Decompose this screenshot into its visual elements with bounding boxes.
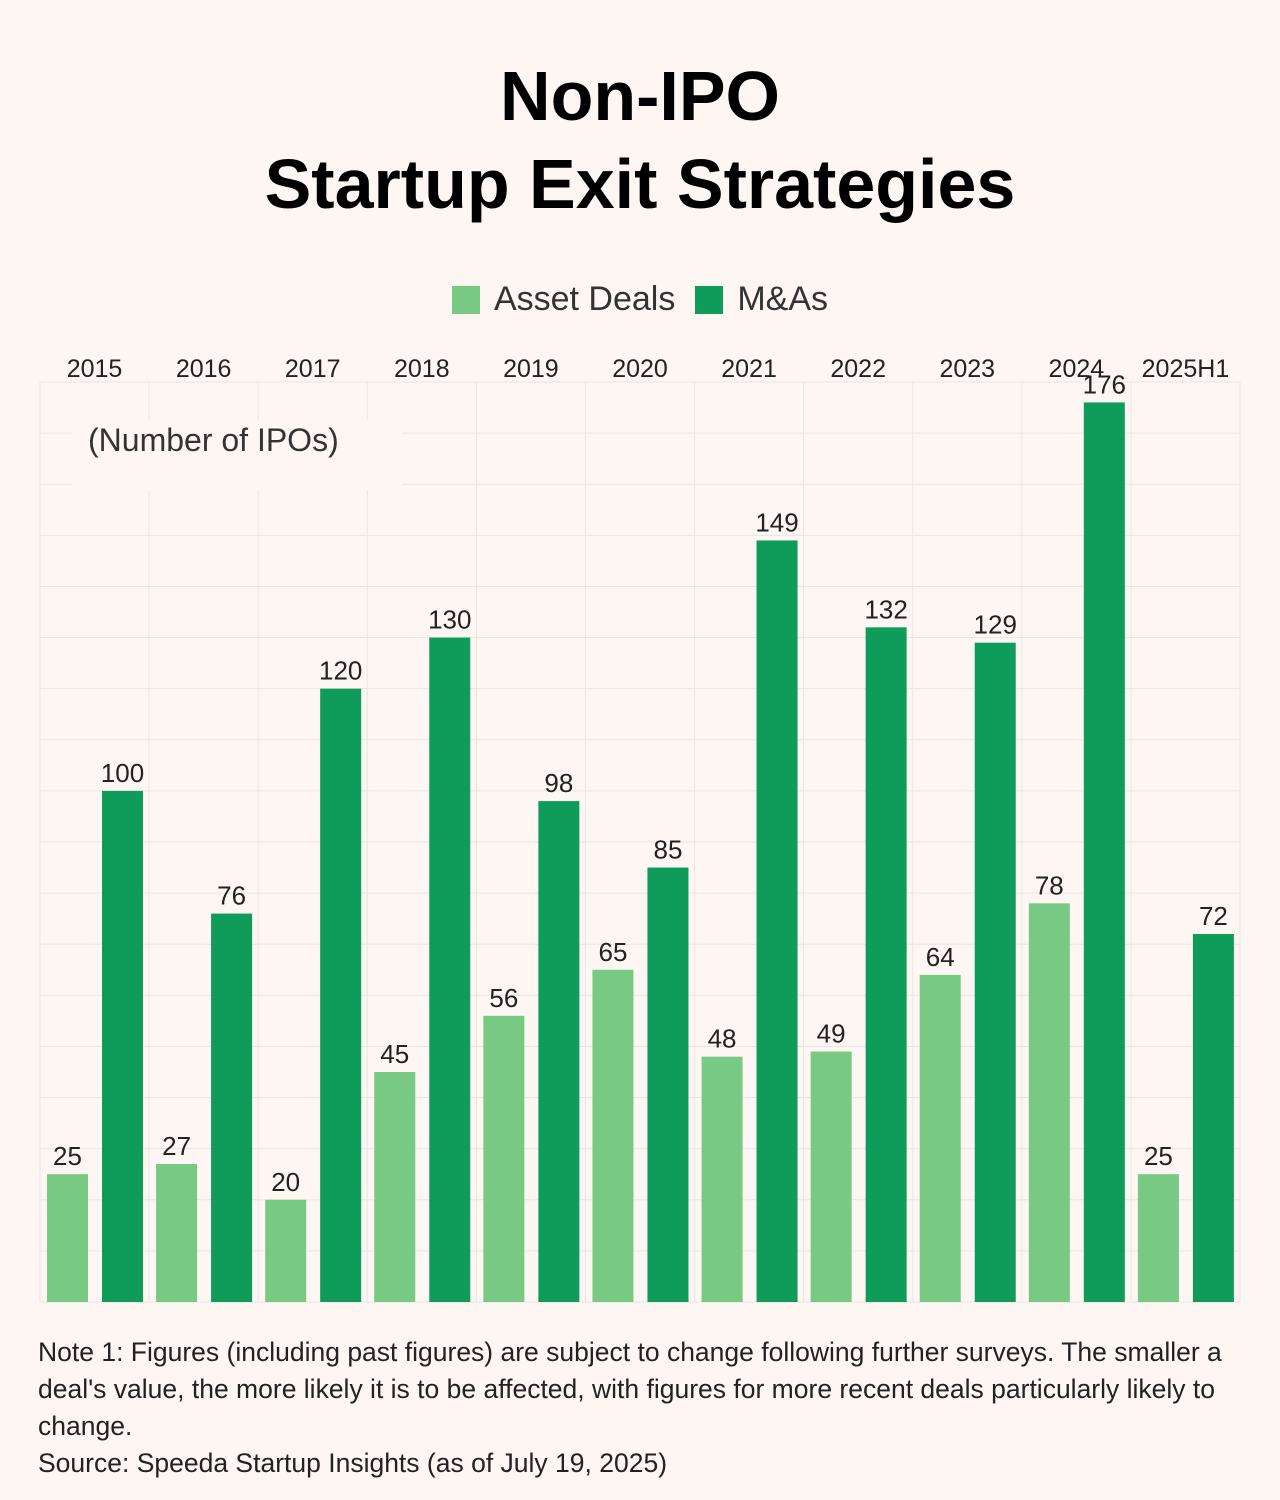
chart-title-line-2: Startup Exit Strategies [264, 145, 1016, 223]
data-label-asset-deals: 49 [817, 1019, 846, 1049]
bar-asset-deals [1137, 1174, 1179, 1302]
data-label-asset-deals: 25 [1144, 1141, 1173, 1171]
bar-asset-deals [810, 1051, 852, 1302]
bar-asset-deals [483, 1015, 525, 1302]
bar-mas [865, 627, 907, 1302]
category-label: 2018 [394, 355, 450, 383]
bar-mas [1192, 934, 1234, 1302]
bar-mas [974, 642, 1016, 1302]
bar-mas [102, 790, 143, 1302]
bar-mas [429, 637, 471, 1302]
bar-asset-deals [1028, 903, 1070, 1302]
category-label: 2023 [939, 355, 995, 383]
chart-title-line-1: Non-IPO [500, 57, 780, 135]
bar-asset-deals [265, 1199, 307, 1302]
category-label: 2016 [176, 355, 232, 383]
footnotes: Note 1: Figures (including past figures)… [38, 1334, 1248, 1482]
data-label-mas: 149 [755, 507, 798, 537]
category-label: 2015 [67, 355, 123, 383]
data-label-mas: 100 [101, 758, 144, 788]
data-label-mas: 129 [974, 610, 1017, 640]
bar-mas [211, 913, 253, 1302]
category-label: 2024 [1049, 355, 1105, 383]
unit-label: (Number of IPOs) [88, 422, 339, 458]
chart-legend: Asset Deals M&As [0, 280, 1280, 319]
legend-label-mas: M&As [737, 280, 829, 318]
data-label-mas: 85 [653, 835, 682, 865]
bar-asset-deals [47, 1174, 88, 1302]
data-label-mas: 72 [1199, 901, 1228, 931]
data-label-asset-deals: 56 [489, 983, 518, 1013]
legend-label-asset-deals: Asset Deals [493, 280, 676, 318]
category-label: 2019 [503, 355, 559, 383]
bar-mas [538, 801, 580, 1302]
unit-label-background [72, 420, 402, 490]
data-label-mas: 176 [1083, 369, 1126, 399]
bar-asset-deals [592, 969, 634, 1302]
data-label-asset-deals: 65 [598, 937, 627, 967]
legend-item-asset-deals: Asset Deals [451, 280, 676, 319]
data-label-asset-deals: 25 [53, 1141, 82, 1171]
data-label-asset-deals: 45 [380, 1039, 409, 1069]
legend-swatch-mas [695, 285, 724, 314]
legend-item-mas: M&As [695, 280, 828, 319]
data-label-mas: 98 [544, 768, 573, 798]
category-label: 2017 [285, 355, 341, 383]
bar-mas [1083, 402, 1125, 1302]
bar-asset-deals [156, 1164, 198, 1302]
data-label-asset-deals: 27 [162, 1131, 191, 1161]
data-label-mas: 76 [217, 881, 246, 911]
bar-asset-deals [701, 1056, 743, 1302]
data-label-asset-deals: 48 [708, 1024, 737, 1054]
chart-title: Non-IPO Startup Exit Strategies [0, 52, 1280, 228]
data-label-asset-deals: 20 [271, 1167, 300, 1197]
source-note: Source: Speeda Startup Insights (as of J… [38, 1448, 668, 1478]
data-label-mas: 130 [428, 605, 471, 635]
bar-asset-deals [374, 1072, 416, 1302]
legend-swatch-asset-deals [451, 285, 480, 314]
data-label-asset-deals: 78 [1035, 870, 1064, 900]
category-label: 2020 [612, 355, 668, 383]
bar-chart: (Number of IPOs)201525100201627762017201… [39, 355, 1241, 1303]
data-label-mas: 120 [319, 656, 362, 686]
data-label-mas: 132 [864, 594, 907, 624]
category-label: 2022 [830, 355, 886, 383]
bar-mas [647, 867, 689, 1302]
bar-mas [320, 688, 362, 1302]
category-label: 2021 [721, 355, 777, 383]
bar-mas [756, 540, 798, 1302]
bar-asset-deals [919, 974, 961, 1302]
data-label-asset-deals: 64 [926, 942, 955, 972]
category-label: 2025H1 [1142, 355, 1230, 383]
note-1: Note 1: Figures (including past figures)… [38, 1337, 1222, 1441]
